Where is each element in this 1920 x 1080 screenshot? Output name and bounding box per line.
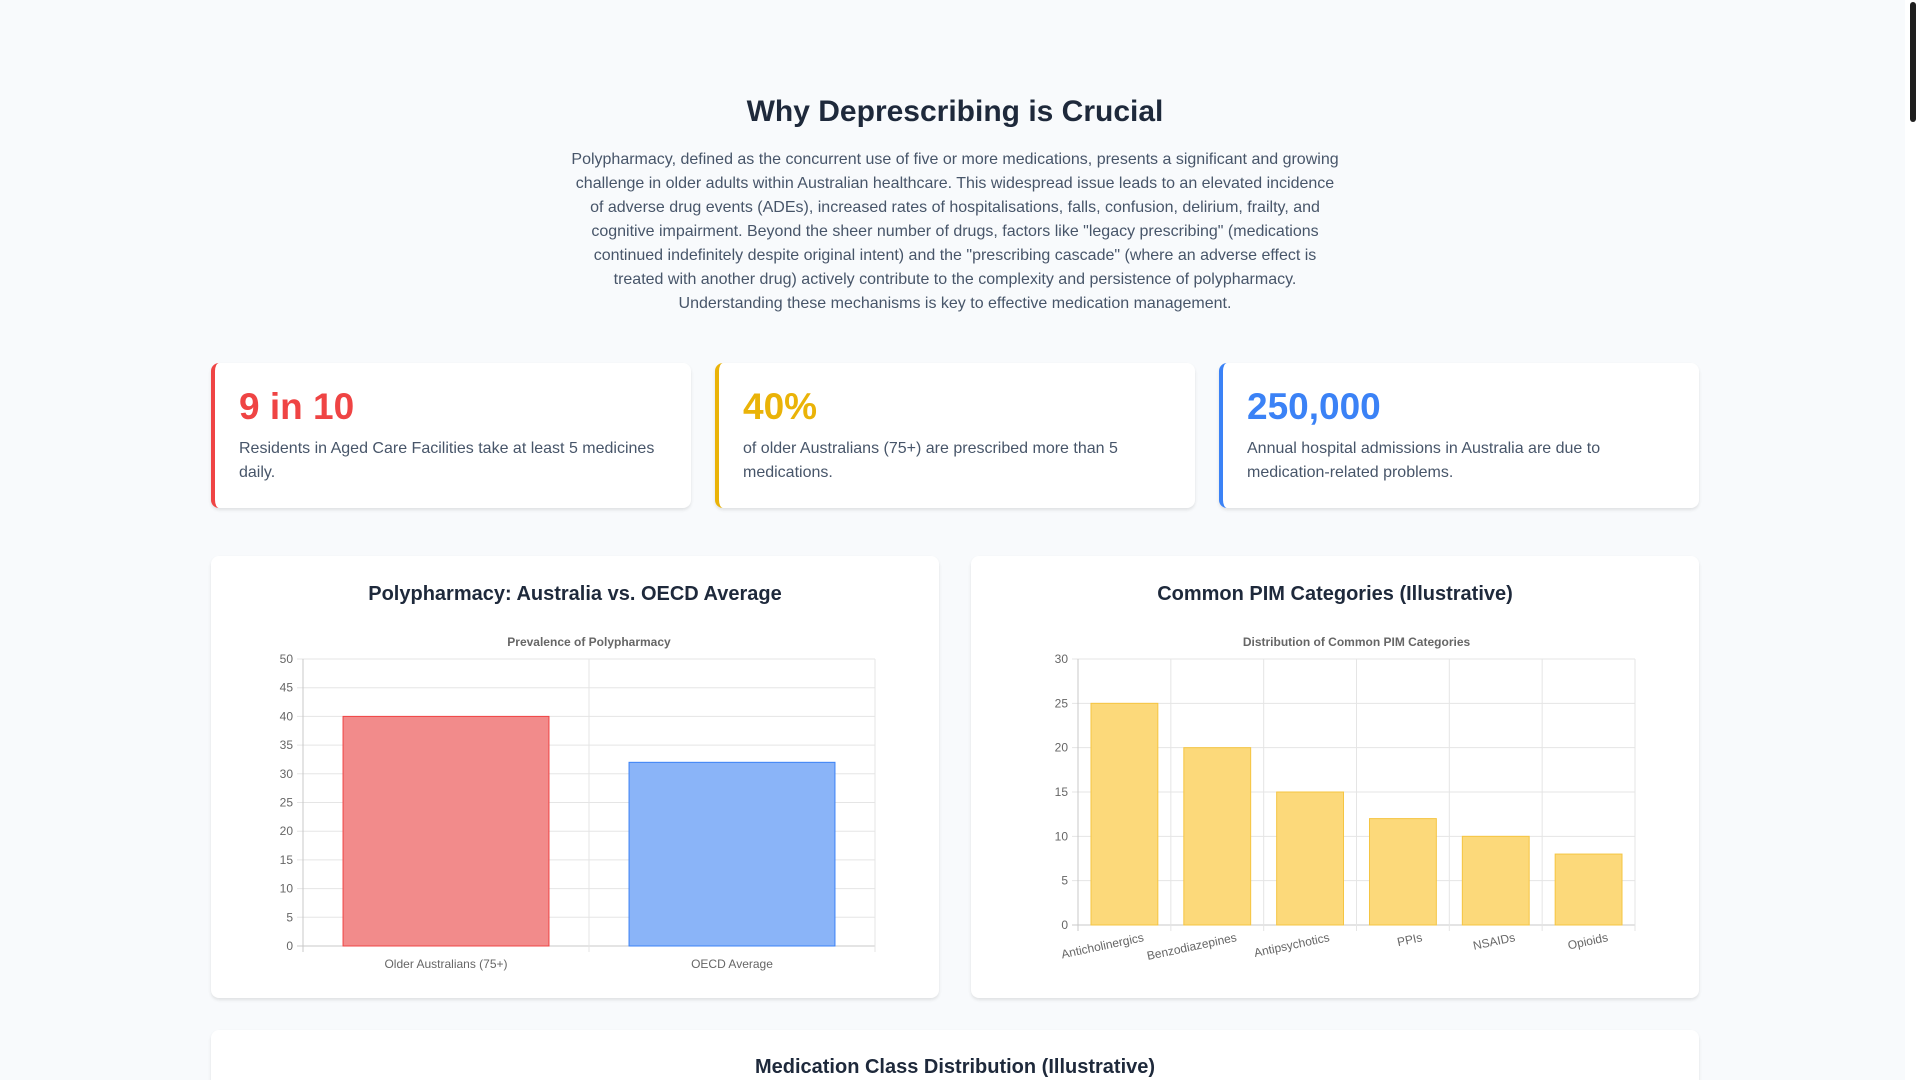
bar-antipsychotics[interactable]: [1276, 791, 1345, 926]
chart-title: Distribution of Common PIM Categories: [1243, 635, 1471, 649]
x-tick-label: OECD Average: [691, 957, 773, 971]
stat-card-older-australians: 40% of older Australians (75+) are presc…: [715, 363, 1195, 508]
scrollbar[interactable]: [1905, 0, 1920, 1080]
y-tick-label: 45: [280, 681, 294, 695]
pim-card-title: Common PIM Categories (Illustrative): [1157, 583, 1513, 605]
y-tick-label: 20: [280, 824, 294, 838]
x-tick-label: NSAIDs: [1472, 930, 1517, 953]
bar-opioids[interactable]: [1554, 853, 1623, 926]
x-tick-label: Antipsychotics: [1253, 930, 1331, 960]
medication-class-card-title: Medication Class Distribution (Illustrat…: [754, 1056, 1156, 1078]
pim-bar-chart[interactable]: Distribution of Common PIM Categories 0 5 1…: [971, 556, 1699, 998]
stat-card-hospital-admissions: 250,000 Annual hospital admissions in Au…: [1219, 363, 1699, 508]
stat-description: of older Australians (75+) are prescribe…: [743, 440, 1118, 481]
y-tick-label: 15: [1055, 785, 1069, 799]
y-tick-label: 40: [280, 709, 294, 723]
polypharmacy-bar-chart[interactable]: Prevalence of Polypharmacy 0 5 10 15 20 25 30 35…: [211, 556, 939, 998]
bar-benzodiazepines[interactable]: [1183, 747, 1252, 926]
bar-anticholinergics[interactable]: [1090, 702, 1159, 926]
scrollbar-thumb[interactable]: [1910, 2, 1916, 122]
y-tick-label: 35: [280, 738, 294, 752]
stat-description: Annual hospital admissions in Australia …: [1247, 440, 1601, 481]
y-tick-label: 15: [280, 853, 294, 867]
y-tick-label: 25: [280, 796, 294, 810]
y-tick-label: 0: [1061, 918, 1068, 932]
x-tick-label: PPIs: [1396, 930, 1424, 949]
y-tick-label: 25: [1055, 696, 1069, 710]
y-tick-label: 10: [1055, 829, 1069, 843]
stat-value: 9 in 10: [239, 386, 355, 427]
medication-class-chart-card: Medication Class Distribution (Illustrat…: [211, 1030, 1699, 1080]
bar-oecd-average[interactable]: [628, 761, 836, 947]
stat-value: 40%: [743, 386, 818, 427]
y-tick-label: 5: [1061, 874, 1068, 888]
bar-ppis[interactable]: [1368, 818, 1437, 926]
y-tick-label: 50: [280, 652, 294, 666]
chart-title: Prevalence of Polypharmacy: [507, 635, 671, 649]
x-tick-label: Older Australians (75+): [384, 957, 507, 971]
stat-card-aged-care: 9 in 10 Residents in Aged Care Facilitie…: [211, 363, 691, 508]
y-tick-label: 30: [1055, 652, 1069, 666]
stat-description: Residents in Aged Care Facilities take a…: [239, 440, 655, 481]
intro-paragraph: Polypharmacy, defined as the concurrent …: [571, 151, 1339, 312]
polypharmacy-chart-card: Polypharmacy: Australia vs. OECD Average…: [211, 556, 939, 998]
bar-nsaids[interactable]: [1461, 835, 1530, 926]
x-tick-label: Opioids: [1566, 930, 1609, 952]
y-tick-label: 5: [286, 910, 293, 924]
y-tick-label: 30: [280, 767, 294, 781]
pim-chart-card: Common PIM Categories (Illustrative) Dis…: [971, 556, 1699, 998]
y-tick-label: 10: [280, 882, 294, 896]
y-tick-label: 20: [1055, 741, 1069, 755]
bar-older-australians-75[interactable]: [342, 715, 550, 947]
y-tick-label: 0: [286, 939, 293, 953]
x-tick-label: Benzodiazepines: [1146, 930, 1238, 963]
stat-value: 250,000: [1247, 386, 1381, 427]
section-title: Why Deprescribing is Crucial: [746, 95, 1164, 128]
polypharmacy-card-title: Polypharmacy: Australia vs. OECD Average: [368, 583, 782, 605]
x-tick-label: Anticholinergics: [1060, 930, 1145, 961]
